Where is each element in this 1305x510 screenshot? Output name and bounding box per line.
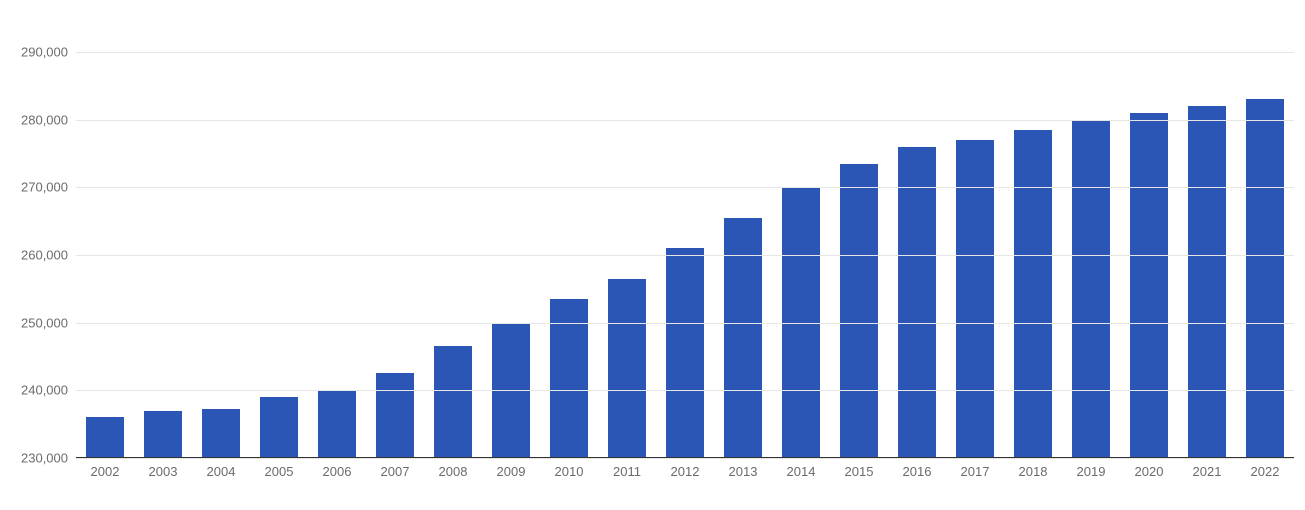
y-axis-label: 270,000 — [21, 180, 76, 195]
bar — [202, 409, 240, 458]
x-axis-label: 2016 — [903, 458, 932, 479]
x-axis-label: 2017 — [961, 458, 990, 479]
bar-chart: 230,000 240,000 250,000 260,000 270,000 280,0… — [0, 0, 1305, 510]
x-axis-label: 2019 — [1077, 458, 1106, 479]
bar — [1246, 99, 1284, 458]
x-axis-label: 2012 — [671, 458, 700, 479]
y-axis-label: 250,000 — [21, 315, 76, 330]
x-axis-label: 2018 — [1019, 458, 1048, 479]
y-axis-label: 240,000 — [21, 383, 76, 398]
bar — [86, 417, 124, 458]
x-axis-label: 2007 — [381, 458, 410, 479]
y-axis-label: 260,000 — [21, 247, 76, 262]
gridline — [76, 255, 1294, 256]
bar — [260, 397, 298, 458]
y-axis-label: 290,000 — [21, 44, 76, 59]
x-axis-label: 2013 — [729, 458, 758, 479]
gridline — [76, 120, 1294, 121]
bar — [1188, 106, 1226, 458]
bar — [376, 373, 414, 458]
y-axis-label: 280,000 — [21, 112, 76, 127]
x-axis-label: 2014 — [787, 458, 816, 479]
x-axis-label: 2006 — [323, 458, 352, 479]
plot-area: 230,000240,000250,000260,000270,000280,0… — [76, 18, 1294, 458]
x-axis-label: 2002 — [91, 458, 120, 479]
bar — [1072, 120, 1110, 458]
bar — [434, 346, 472, 458]
bar — [898, 147, 936, 458]
bar — [1014, 130, 1052, 458]
x-axis-label: 2005 — [265, 458, 294, 479]
gridline — [76, 52, 1294, 53]
x-axis-label: 2022 — [1251, 458, 1280, 479]
x-axis-label: 2009 — [497, 458, 526, 479]
gridline — [76, 323, 1294, 324]
bars-container — [76, 18, 1294, 458]
gridline — [76, 187, 1294, 188]
x-axis-label: 2021 — [1193, 458, 1222, 479]
x-axis-label: 2015 — [845, 458, 874, 479]
bar — [840, 164, 878, 458]
x-axis-label: 2020 — [1135, 458, 1164, 479]
x-axis-label: 2008 — [439, 458, 468, 479]
x-axis-label: 2010 — [555, 458, 584, 479]
bar — [1130, 113, 1168, 458]
bar — [318, 390, 356, 458]
x-axis-label: 2011 — [613, 458, 641, 479]
x-axis-label: 2003 — [149, 458, 178, 479]
bar — [724, 218, 762, 458]
bar — [144, 411, 182, 458]
bar — [608, 279, 646, 458]
y-axis-label: 230,000 — [21, 451, 76, 466]
bar — [666, 248, 704, 458]
gridline — [76, 390, 1294, 391]
x-axis-label: 2004 — [207, 458, 236, 479]
